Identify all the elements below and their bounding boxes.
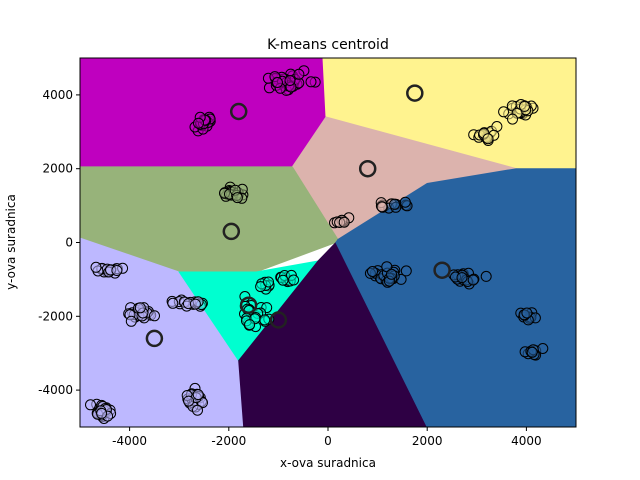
centroid-markers xyxy=(145,84,451,348)
data-point xyxy=(526,346,538,358)
data-point xyxy=(263,276,274,288)
data-point xyxy=(90,261,102,273)
data-point xyxy=(367,266,378,277)
data-point xyxy=(192,389,204,401)
data-point xyxy=(400,265,412,277)
data-point xyxy=(96,407,108,419)
data-point xyxy=(125,315,137,327)
data-point xyxy=(521,307,533,319)
decision-regions xyxy=(79,57,577,428)
x-tick-label: 4000 xyxy=(511,434,542,448)
data-point xyxy=(399,196,411,208)
x-axis-ticks: -4000 -2000 0 2000 4000 xyxy=(112,427,542,448)
y-axis-label: y-ova suradnica xyxy=(4,194,18,290)
centroid-marker xyxy=(433,261,451,279)
data-point xyxy=(537,343,549,354)
y-tick-label: -4000 xyxy=(38,383,73,397)
y-tick-label: -2000 xyxy=(38,309,73,323)
x-tick-label: 2000 xyxy=(412,434,443,448)
y-tick-label: 2000 xyxy=(42,162,73,176)
data-point xyxy=(272,77,283,88)
data-point xyxy=(259,314,271,326)
data-point xyxy=(389,198,400,210)
x-axis-label: x-ova suradnica xyxy=(280,456,376,470)
y-tick-label: 0 xyxy=(65,236,73,250)
data-point xyxy=(480,270,492,282)
data-point xyxy=(85,399,96,411)
data-point xyxy=(293,68,305,80)
data-point xyxy=(244,319,256,331)
data-point xyxy=(277,274,289,286)
y-axis-ticks: -4000 -2000 0 2000 4000 xyxy=(38,88,80,397)
centroid-marker xyxy=(239,296,258,314)
data-point xyxy=(284,75,296,86)
chart-title: K-means centroid xyxy=(267,37,389,53)
data-point xyxy=(482,133,494,145)
data-point xyxy=(467,274,479,286)
data-points xyxy=(85,65,549,424)
data-point xyxy=(519,100,530,112)
data-point xyxy=(507,113,518,125)
data-point xyxy=(231,192,243,204)
data-point xyxy=(456,272,468,284)
data-point xyxy=(134,302,146,314)
data-point xyxy=(338,216,350,228)
data-point xyxy=(149,310,160,322)
x-tick-label: -4000 xyxy=(112,434,147,448)
data-point xyxy=(111,265,123,276)
y-tick-label: 4000 xyxy=(42,88,73,102)
data-point xyxy=(376,201,388,213)
data-point xyxy=(192,404,203,416)
data-point xyxy=(386,268,397,280)
centroid-marker xyxy=(222,222,241,241)
x-tick-label: -2000 xyxy=(211,434,246,448)
data-point xyxy=(498,106,510,118)
data-point xyxy=(167,297,179,309)
centroid-marker xyxy=(269,311,288,329)
centroid-marker xyxy=(229,102,248,121)
data-point xyxy=(183,395,195,407)
x-tick-label: 0 xyxy=(324,434,332,448)
data-point xyxy=(189,298,201,310)
data-point xyxy=(305,76,317,88)
data-point xyxy=(288,274,300,286)
centroid-marker xyxy=(406,84,424,102)
data-point xyxy=(193,117,204,129)
centroid-marker xyxy=(145,329,164,348)
centroid-marker xyxy=(358,159,377,178)
